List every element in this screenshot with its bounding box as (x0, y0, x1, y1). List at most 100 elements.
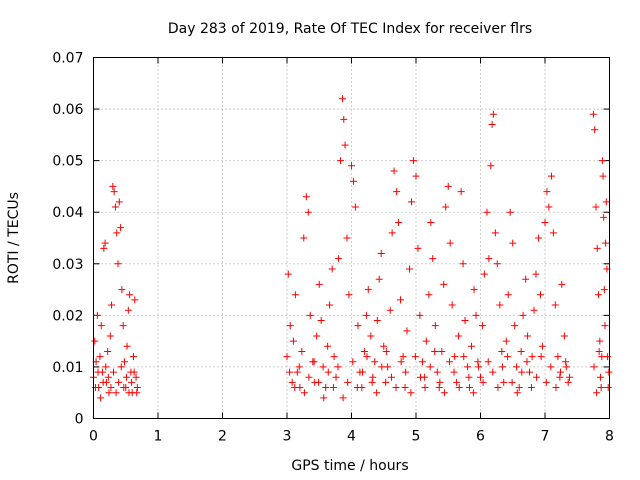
data-point (130, 368, 138, 376)
data-point (133, 384, 141, 392)
x-tick-label: 5 (412, 429, 421, 445)
data-point (455, 332, 463, 340)
data-point (453, 378, 461, 386)
data-point (464, 363, 472, 371)
data-point (293, 368, 301, 376)
data-point (397, 296, 405, 304)
data-point (421, 384, 429, 392)
data-point (414, 244, 422, 252)
data-point (533, 373, 541, 381)
data-point (522, 275, 530, 283)
data-point (467, 342, 475, 350)
data-point (315, 280, 323, 288)
data-point (513, 389, 521, 397)
data-point (412, 172, 420, 180)
data-point (489, 110, 497, 118)
y-axis-label: ROTI / TECUs (6, 192, 22, 284)
data-point (362, 311, 370, 319)
data-point (402, 368, 410, 376)
data-point (109, 368, 117, 376)
data-point (288, 378, 296, 386)
y-tick-label: 0.05 (52, 154, 83, 170)
data-point (602, 198, 610, 206)
data-point (600, 213, 608, 221)
data-point (298, 347, 306, 355)
data-point (605, 368, 613, 376)
data-point (354, 322, 362, 330)
data-point (436, 378, 444, 386)
data-point (284, 270, 292, 278)
data-point (556, 368, 564, 376)
data-point (517, 347, 525, 355)
data-point (324, 342, 332, 350)
data-point (480, 270, 488, 278)
data-point (425, 291, 433, 299)
data-point (368, 378, 376, 386)
data-point (523, 358, 531, 366)
data-point (592, 203, 600, 211)
data-point (113, 229, 121, 237)
data-point (371, 358, 379, 366)
data-point (330, 353, 338, 361)
data-point (120, 384, 128, 392)
data-point (313, 332, 321, 340)
data-point (426, 363, 434, 371)
data-point (104, 373, 112, 381)
data-point (380, 342, 388, 350)
data-point (596, 337, 604, 345)
data-point (128, 378, 136, 386)
data-point (360, 347, 368, 355)
data-point (440, 280, 448, 288)
data-point (448, 301, 456, 309)
data-point (302, 193, 310, 201)
y-tick-labels: 0 0.01 0.02 0.03 0.04 0.05 0.06 0.07 (52, 51, 83, 428)
data-point (393, 188, 401, 196)
data-point (444, 182, 452, 190)
data-point (286, 322, 294, 330)
data-point (328, 265, 336, 273)
data-point (115, 378, 123, 386)
data-point (604, 384, 612, 392)
data-point (339, 394, 347, 402)
data-point (496, 301, 504, 309)
data-point (397, 358, 405, 366)
data-point (538, 342, 546, 350)
data-point (596, 373, 604, 381)
data-point (562, 358, 570, 366)
data-point (416, 311, 424, 319)
data-point (373, 317, 381, 325)
data-point (123, 342, 131, 350)
x-tick-label: 2 (218, 429, 227, 445)
data-point (310, 358, 318, 366)
data-point (401, 384, 409, 392)
data-point (132, 373, 140, 381)
data-point (461, 317, 469, 325)
data-point (451, 353, 459, 361)
data-point (107, 384, 115, 392)
data-point (494, 384, 502, 392)
data-point (597, 384, 605, 392)
data-point (409, 157, 417, 165)
data-point (513, 363, 521, 371)
data-point (532, 270, 540, 278)
data-point (552, 384, 560, 392)
data-point (504, 291, 512, 299)
data-point (399, 353, 407, 361)
data-point (382, 378, 390, 386)
data-point (440, 389, 448, 397)
data-point (407, 389, 415, 397)
data-point (446, 239, 454, 247)
x-tick-labels: 0 1 2 3 4 5 6 7 8 (89, 429, 614, 445)
data-point (332, 373, 340, 381)
data-point (390, 167, 398, 175)
data-point (114, 260, 122, 268)
y-tick-label: 0.07 (52, 51, 83, 67)
data-point (431, 322, 439, 330)
data-point (446, 358, 454, 366)
data-point (484, 358, 492, 366)
data-point (286, 368, 294, 376)
data-point (549, 229, 557, 237)
data-point (126, 291, 134, 299)
